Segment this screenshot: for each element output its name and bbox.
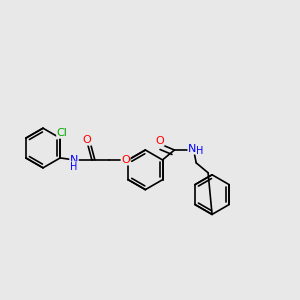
Text: H: H <box>70 162 78 172</box>
Text: N: N <box>188 144 196 154</box>
Text: O: O <box>82 135 91 145</box>
Text: H: H <box>196 146 204 156</box>
Text: O: O <box>121 155 130 165</box>
Text: N: N <box>70 155 78 165</box>
Text: Cl: Cl <box>57 128 68 138</box>
Text: O: O <box>155 136 164 146</box>
